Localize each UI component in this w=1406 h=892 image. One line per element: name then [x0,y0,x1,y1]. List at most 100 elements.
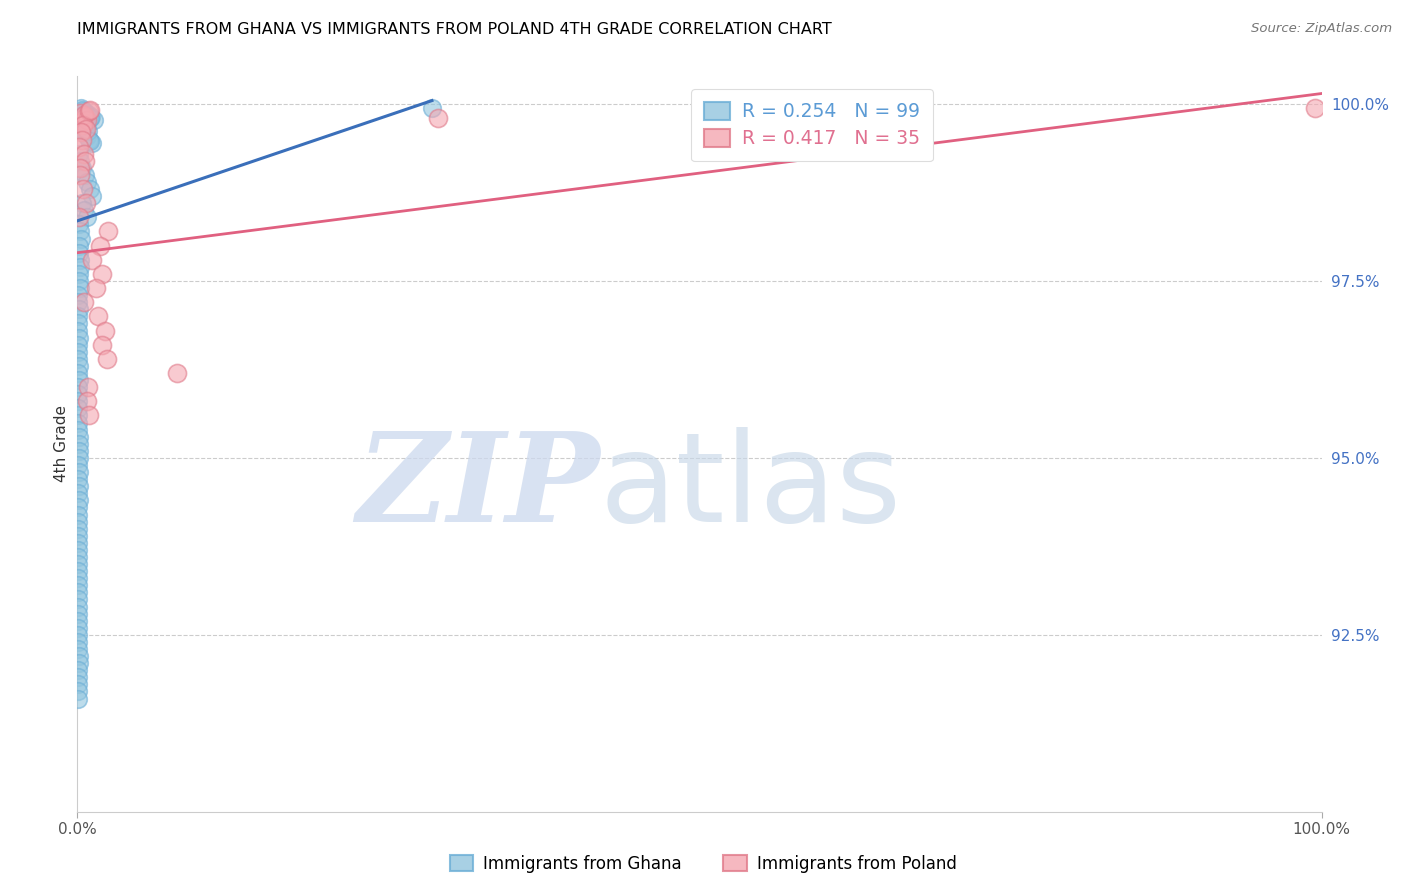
Point [67,458,90,472]
Point [66,337,89,351]
Point [67,331,90,345]
Point [91,267,114,281]
Point [66,416,89,430]
Point [70,101,93,115]
Point [67,394,90,409]
Point [67,351,90,366]
Text: Source: ZipAtlas.com: Source: ZipAtlas.com [1251,22,1392,36]
Point [93,324,115,338]
Point [91,337,114,351]
Point [66,557,89,571]
Point [73,295,96,310]
Y-axis label: 4th Grade: 4th Grade [53,405,69,483]
Point [79,182,101,196]
Point [66,317,89,331]
Point [66,542,89,557]
Point [66,607,89,621]
Point [76,394,98,409]
Point [69,105,91,120]
Point [72,161,94,175]
Point [66,344,89,359]
Point [79,112,101,126]
Point [67,267,90,281]
Point [67,684,90,698]
Point [67,295,90,310]
Point [77,108,100,122]
Point [72,115,94,129]
Point [75,105,97,120]
Point [84,281,107,295]
Point [67,302,90,317]
Point [73,107,96,121]
Text: ZIP: ZIP [356,427,600,549]
Point [166,366,188,380]
Point [67,465,90,479]
Point [69,153,91,168]
Point [67,139,90,153]
Point [67,656,90,670]
Point [67,366,90,380]
Point [66,536,89,550]
Point [72,115,94,129]
Point [96,351,118,366]
Point [72,104,94,119]
Point [67,663,90,677]
Point [67,443,90,458]
Point [97,225,120,239]
Point [70,231,93,245]
Point [67,373,90,387]
Point [67,274,90,288]
Point [66,500,89,515]
Point [67,479,90,493]
Point [77,104,100,119]
Text: atlas: atlas [600,427,903,549]
Point [73,203,96,218]
Point [66,677,89,691]
Point [66,387,89,401]
Point [73,146,96,161]
Point [66,522,89,536]
Point [72,103,94,117]
Point [66,564,89,578]
Point [73,125,96,139]
Point [77,124,100,138]
Point [67,642,90,657]
Point [87,310,110,324]
Point [77,132,100,146]
Point [67,238,90,252]
Point [67,515,90,529]
Point [75,121,97,136]
Point [67,218,90,232]
Point [69,281,91,295]
Point [70,196,93,211]
Point [76,112,98,127]
Point [66,571,89,585]
Point [67,146,90,161]
Point [67,380,90,394]
Point [67,472,90,486]
Point [80,110,103,124]
Point [76,211,98,225]
Point [67,691,90,706]
Point [66,592,89,607]
Point [69,168,91,182]
Point [67,486,90,500]
Point [67,450,90,465]
Point [66,508,89,522]
Point [67,549,90,564]
Point [70,125,93,139]
Point [72,108,94,122]
Point [82,189,104,203]
Point [1305,101,1327,115]
Point [69,260,91,274]
Point [73,168,96,182]
Point [79,103,101,117]
Point [427,112,450,126]
Text: IMMIGRANTS FROM GHANA VS IMMIGRANTS FROM POLAND 4TH GRADE CORRELATION CHART: IMMIGRANTS FROM GHANA VS IMMIGRANTS FROM… [77,22,832,37]
Point [75,120,97,134]
Point [79,134,101,148]
Point [66,585,89,599]
Point [66,635,89,649]
Point [69,161,91,175]
Point [76,109,98,123]
